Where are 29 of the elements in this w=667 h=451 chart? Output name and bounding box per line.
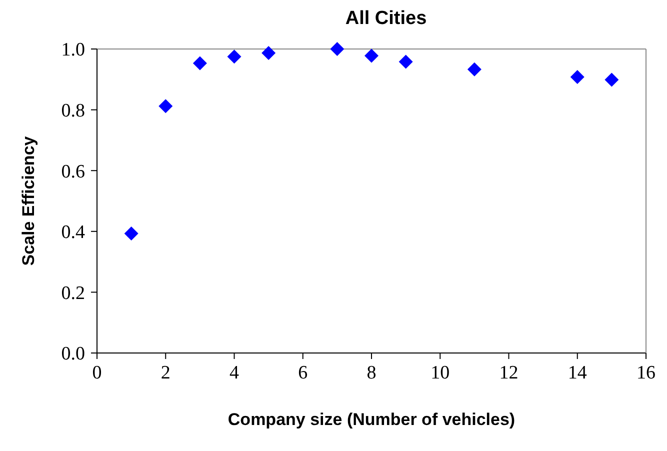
point xyxy=(192,56,207,70)
y-tick-label: 0.4 xyxy=(61,222,86,244)
point xyxy=(467,62,482,76)
point xyxy=(364,48,378,63)
y-tick-label: 0.8 xyxy=(61,100,85,122)
x-tick-label: 4 xyxy=(230,362,240,384)
point xyxy=(262,46,276,60)
x-tick-label: 16 xyxy=(636,362,656,384)
y-tick-label: 0.0 xyxy=(61,344,85,365)
y-tick-label: 0.6 xyxy=(61,161,85,182)
point xyxy=(158,99,173,114)
x-tick-label: 8 xyxy=(366,362,376,384)
point xyxy=(330,42,344,56)
point xyxy=(570,70,584,84)
point xyxy=(398,54,413,69)
x-axis-title: Company size (Number of vehicles) xyxy=(228,410,516,429)
point xyxy=(124,226,138,241)
x-tick-label: 12 xyxy=(499,362,518,384)
y-axis-title: Scale Efficiency xyxy=(19,136,38,266)
point xyxy=(604,72,619,87)
x-tick-label: 10 xyxy=(430,362,450,384)
x-tick-label: 6 xyxy=(298,362,308,384)
chart-title: All Cities xyxy=(344,8,428,30)
y-tick-label: 0.2 xyxy=(61,282,85,304)
x-tick-label: 2 xyxy=(160,362,170,384)
point xyxy=(227,50,242,64)
x-tick-label: 0 xyxy=(92,362,102,384)
x-tick-label: 14 xyxy=(568,362,588,384)
y-tick-label: 1.0 xyxy=(61,40,85,61)
